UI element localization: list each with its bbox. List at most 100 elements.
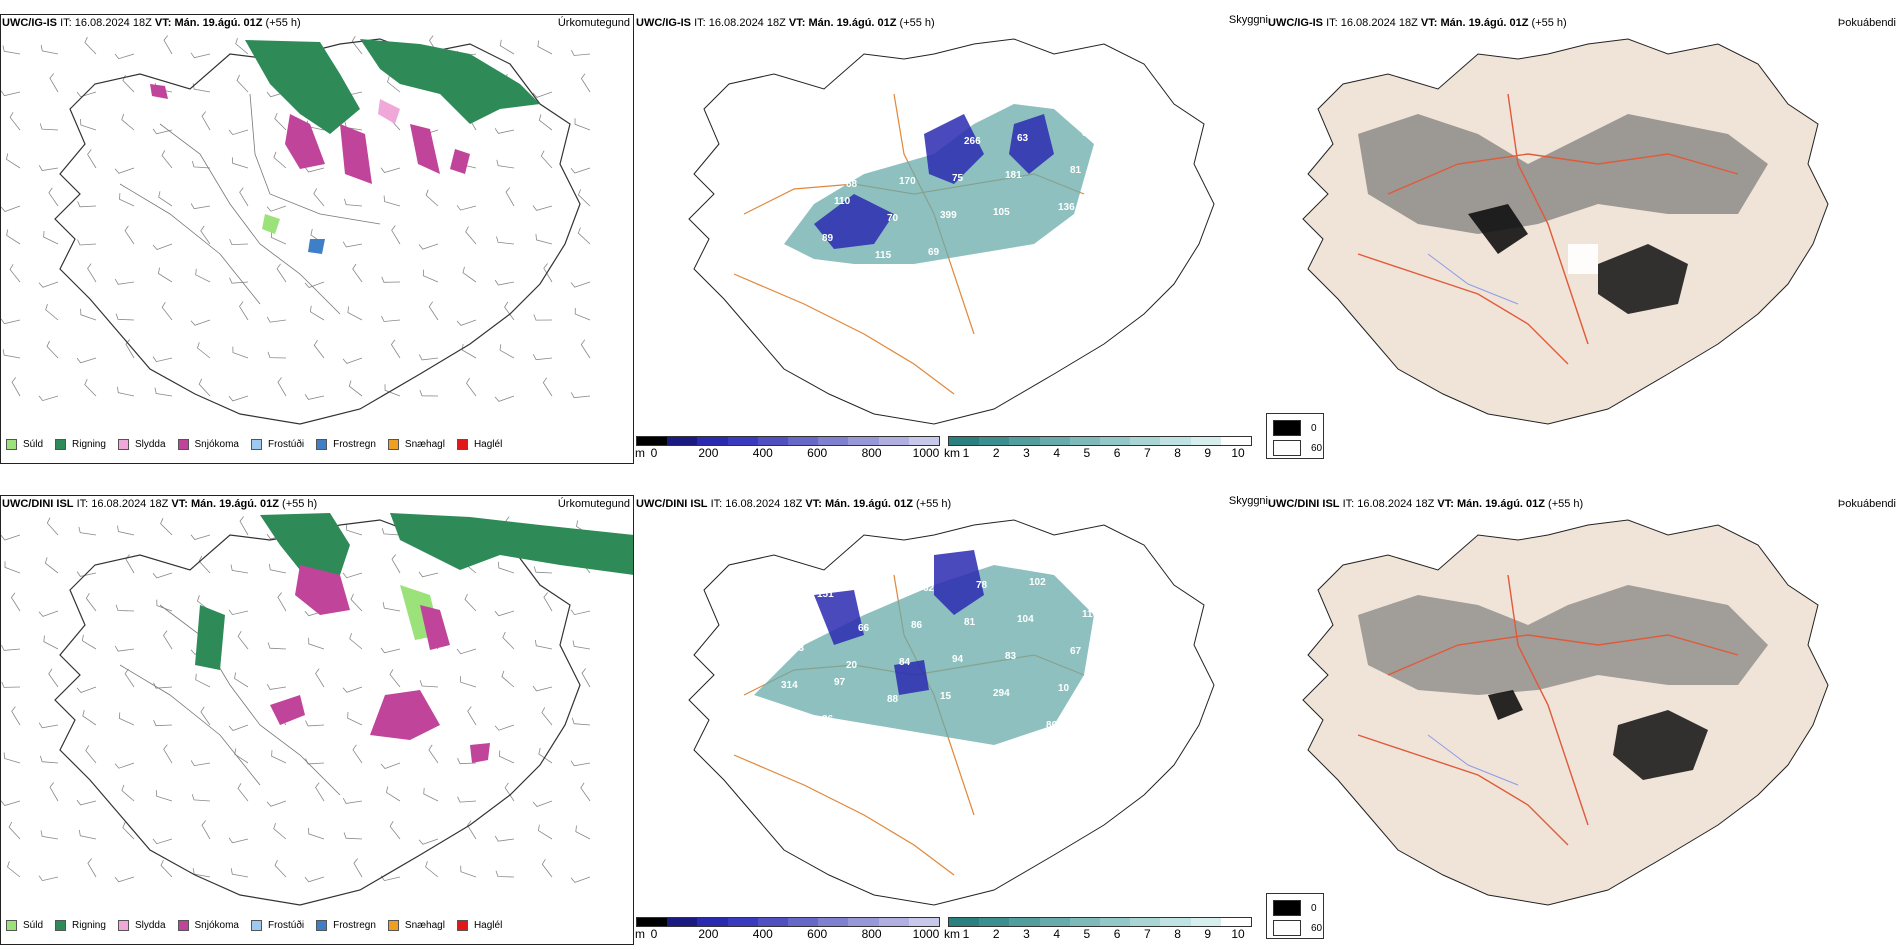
wind-barb xyxy=(313,339,325,359)
cloud-base-label: 294 xyxy=(993,688,1010,699)
wind-barb xyxy=(229,238,249,246)
wind-barb xyxy=(381,276,401,283)
legend-swatch xyxy=(387,439,399,450)
colorbar-tick-label: 0 xyxy=(650,927,658,941)
wind-barb xyxy=(0,800,21,806)
wind-barb xyxy=(152,243,173,250)
colorbar-tick-label: 600 xyxy=(807,446,828,460)
height-unit: m xyxy=(635,927,645,941)
wind-barb xyxy=(43,635,59,650)
wind-barb xyxy=(38,875,59,882)
cloud-base-label: 104 xyxy=(764,91,781,102)
fog-scale-label: 60 xyxy=(1311,922,1323,934)
wind-barb xyxy=(236,74,249,93)
legend-swatch xyxy=(387,920,399,931)
legend-swatch xyxy=(177,439,189,450)
wind-barb xyxy=(38,722,59,729)
wind-barb xyxy=(239,301,249,321)
wind-barb xyxy=(572,640,591,650)
legend-item: Frostúði xyxy=(250,439,304,450)
vt-value: Mán. 19.ágú. 01Z xyxy=(808,17,897,29)
wind-barb xyxy=(504,301,515,321)
wind-barb xyxy=(347,712,363,726)
colorbar-tick-label: 400 xyxy=(752,927,773,941)
vt-label: VT: xyxy=(805,498,822,510)
wind-barb xyxy=(504,782,515,802)
wind-barb xyxy=(467,706,477,726)
wind-barb xyxy=(460,865,477,878)
colorbar-cell xyxy=(667,918,698,926)
cloud-base-label: 138 xyxy=(923,102,940,113)
cloud-base-label: 89 xyxy=(822,233,834,244)
visibility-unit: km xyxy=(944,446,960,460)
wind-barb xyxy=(456,319,477,326)
it-label: IT: xyxy=(76,498,89,510)
wind-barb xyxy=(266,684,287,690)
wind-barb xyxy=(117,525,135,536)
wind-barb xyxy=(537,824,553,840)
wind-barb xyxy=(499,344,515,359)
colorbar-tick-label: 800 xyxy=(861,927,882,941)
legend-label: Snæhagl xyxy=(404,439,445,450)
wind-barb xyxy=(266,316,287,323)
cloud-base-label: 266 xyxy=(964,136,981,147)
wind-barb xyxy=(380,647,401,654)
wind-barb xyxy=(266,205,287,212)
legend-swatch xyxy=(250,439,262,450)
wind-barb xyxy=(304,876,325,883)
height-colorbar-cells xyxy=(636,436,940,446)
colorbar-cell xyxy=(727,437,758,445)
colorbar-tick-label: 6 xyxy=(1113,446,1121,460)
wind-barb xyxy=(7,861,21,878)
wind-barb xyxy=(570,281,591,288)
wind-barb xyxy=(505,187,515,207)
colorbar-cell xyxy=(1100,437,1131,445)
wind-barb xyxy=(197,342,211,359)
legend-item: Snjókoma xyxy=(177,439,239,450)
cloud-base-label: 68 xyxy=(846,179,858,190)
wind-barb xyxy=(498,750,515,764)
wind-barb xyxy=(574,118,591,131)
wind-barb xyxy=(428,301,439,321)
wind-barb xyxy=(267,351,287,359)
wind-barb xyxy=(1,681,21,688)
it-value: 16.08.2024 18Z xyxy=(91,498,169,510)
model-name: UWC/IG-IS xyxy=(636,17,691,29)
colorbar-tick-label: 0 xyxy=(650,446,658,460)
cloud-base-label: 81 xyxy=(1070,165,1082,176)
model-name: UWC/IG-IS xyxy=(2,17,57,29)
wind-barb xyxy=(313,188,325,207)
wind-barb xyxy=(425,189,439,207)
legend-item: Frostúði xyxy=(250,920,304,931)
run-header: UWC/DINI ISL IT: 16.08.2024 18Z VT: Mán.… xyxy=(1268,498,1583,510)
wind-barb xyxy=(115,604,135,612)
wind-barb xyxy=(570,392,591,399)
wind-barb xyxy=(467,820,477,840)
wind-barb xyxy=(574,307,591,321)
wind-barb xyxy=(114,645,135,652)
wind-barb xyxy=(152,356,173,363)
legend-swatch xyxy=(55,439,67,450)
wind-barb xyxy=(533,314,553,321)
wind-barb xyxy=(494,279,515,286)
wind-barb xyxy=(76,357,97,364)
wind-barb xyxy=(353,858,363,878)
colorbar-tick-label: 4 xyxy=(1053,927,1060,941)
colorbar-cell xyxy=(848,437,879,445)
wind-barb xyxy=(78,829,97,840)
wind-barb xyxy=(49,782,59,802)
fog-scale-swatch xyxy=(1273,900,1301,916)
wind-barb xyxy=(304,281,325,288)
wind-barb xyxy=(40,755,59,764)
cloud-base-label: 86 xyxy=(911,620,923,631)
wind-barb xyxy=(535,233,553,245)
wind-barb xyxy=(305,758,325,765)
wind-barb xyxy=(38,281,59,288)
wind-barb xyxy=(190,203,211,210)
wind-barb xyxy=(152,128,173,135)
colorbar-tick-label: 3 xyxy=(1023,446,1030,460)
colorbar-cell xyxy=(949,918,980,926)
colorbar-cell xyxy=(908,918,940,926)
cloud-base-label: 120 xyxy=(769,236,786,247)
legend-item: Súld xyxy=(6,920,43,931)
